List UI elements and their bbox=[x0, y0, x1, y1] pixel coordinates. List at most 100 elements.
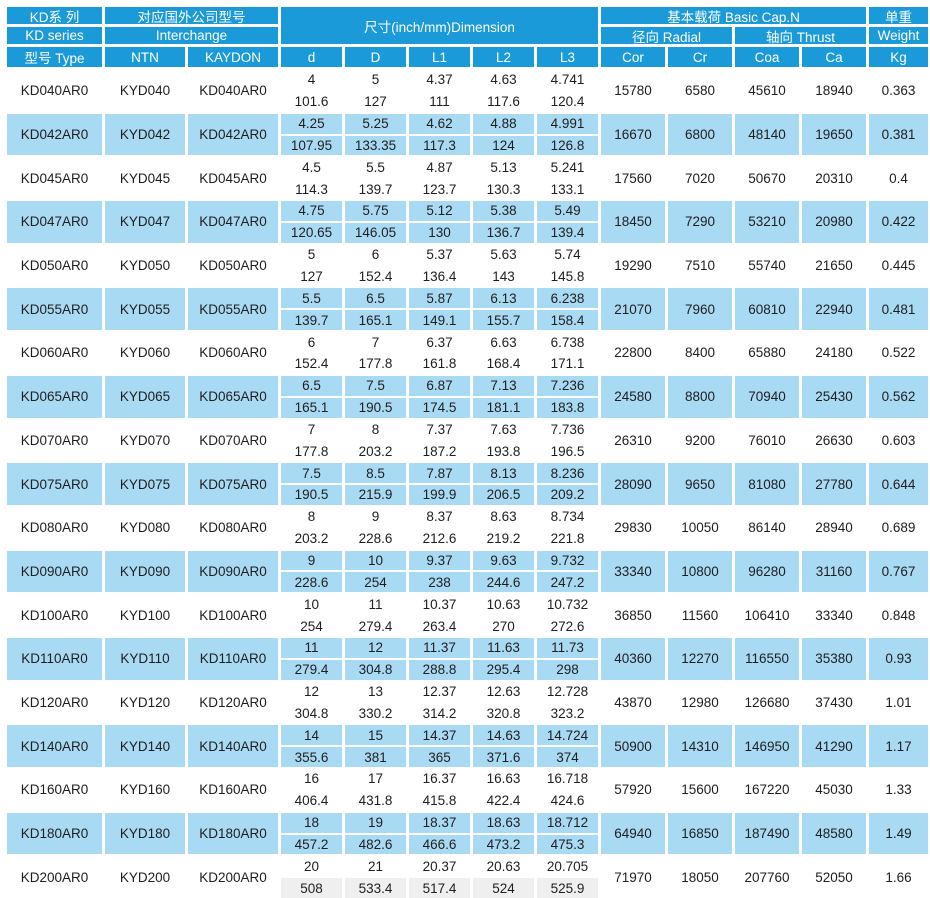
cell-ca: 19650 bbox=[802, 113, 866, 156]
cell-L3-inch: 10.732 bbox=[537, 594, 598, 615]
cell-ntn: KYD047 bbox=[105, 201, 185, 243]
cell-coa: 50670 bbox=[735, 157, 799, 200]
cell-L2-mm: 371.6 bbox=[473, 747, 534, 767]
cell-type: KD140AR0 bbox=[7, 725, 102, 767]
cell-D-inch: 10 bbox=[345, 550, 406, 571]
cell-D-mm: 190.5 bbox=[345, 397, 406, 418]
cell-L1-mm: 111 bbox=[409, 91, 470, 112]
cell-L1-mm: 365 bbox=[409, 747, 470, 767]
table-row: KD065AR0 KYD065 KD065AR0 6.5 165.1 7.5 1… bbox=[7, 375, 928, 418]
table-row: KD090AR0 KYD090 KD090AR0 9 228.6 10 254 … bbox=[7, 550, 928, 593]
cell-kg: 0.445 bbox=[869, 244, 928, 287]
cell-d-inch: 7.5 bbox=[281, 463, 342, 484]
cell-kg: 0.767 bbox=[869, 550, 928, 593]
cell-L1-inch: 7.37 bbox=[409, 419, 470, 440]
cell-L3-inch: 12.728 bbox=[537, 681, 598, 702]
cell-d-mm: 279.4 bbox=[281, 659, 342, 680]
cell-kaydon: KD055AR0 bbox=[188, 288, 278, 331]
cell-D-mm: 139.7 bbox=[345, 179, 406, 200]
cell-D-inch: 5.5 bbox=[345, 157, 406, 178]
cell-L2-inch: 6.13 bbox=[473, 288, 534, 309]
cell-L1-mm: 238 bbox=[409, 572, 470, 593]
cell-type: KD070AR0 bbox=[7, 419, 102, 462]
table-row: KD080AR0 KYD080 KD080AR0 8 203.2 9 228.6… bbox=[7, 506, 928, 549]
cell-ntn: KYD200 bbox=[105, 856, 185, 898]
cell-L2-mm: 244.6 bbox=[473, 572, 534, 593]
cell-L3-inch: 16.718 bbox=[537, 769, 598, 789]
cell-kg: 1.49 bbox=[869, 812, 928, 855]
cell-d-inch: 14 bbox=[281, 725, 342, 746]
cell-L2-inch: 14.63 bbox=[473, 725, 534, 746]
cell-cr: 6800 bbox=[668, 113, 732, 156]
cell-L1-inch: 11.37 bbox=[409, 637, 470, 658]
cell-L2-inch: 5.38 bbox=[473, 201, 534, 221]
cell-L3-inch: 5.74 bbox=[537, 244, 598, 265]
cell-kaydon: KD160AR0 bbox=[188, 769, 278, 811]
header-dimension-title: 尺寸(inch/mm)Dimension bbox=[281, 7, 598, 44]
cell-L2-mm: 206.5 bbox=[473, 485, 534, 505]
cell-kaydon: KD040AR0 bbox=[188, 70, 278, 112]
cell-L1-inch: 5.87 bbox=[409, 288, 470, 309]
header-col-coa: Coa bbox=[735, 47, 799, 67]
cell-kaydon: KD050AR0 bbox=[188, 244, 278, 287]
cell-cor: 16670 bbox=[601, 113, 665, 156]
cell-L1-mm: 212.6 bbox=[409, 528, 470, 549]
cell-cor: 19290 bbox=[601, 244, 665, 287]
cell-D-inch: 7.5 bbox=[345, 375, 406, 396]
cell-ntn: KYD045 bbox=[105, 157, 185, 200]
cell-cor: 24580 bbox=[601, 375, 665, 418]
cell-coa: 106410 bbox=[735, 594, 799, 636]
cell-kg: 0.522 bbox=[869, 332, 928, 374]
cell-d-mm: 152.4 bbox=[281, 353, 342, 374]
cell-D-mm: 254 bbox=[345, 572, 406, 593]
cell-L3-inch: 7.236 bbox=[537, 375, 598, 396]
cell-L2-mm: 124 bbox=[473, 135, 534, 156]
cell-L1-mm: 174.5 bbox=[409, 397, 470, 418]
cell-L2-inch: 9.63 bbox=[473, 550, 534, 571]
cell-d-inch: 4.25 bbox=[281, 113, 342, 134]
cell-L1-inch: 10.37 bbox=[409, 594, 470, 615]
cell-cr: 7290 bbox=[668, 201, 732, 243]
cell-kg: 0.93 bbox=[869, 637, 928, 680]
cell-coa: 48140 bbox=[735, 113, 799, 156]
cell-L2-mm: 473.2 bbox=[473, 834, 534, 855]
header-weight-cn: 单重 bbox=[869, 7, 928, 25]
cell-L2-inch: 11.63 bbox=[473, 637, 534, 658]
cell-L2-inch: 8.13 bbox=[473, 463, 534, 484]
cell-L3-mm: 120.4 bbox=[537, 91, 598, 112]
cell-coa: 126680 bbox=[735, 681, 799, 724]
cell-L1-mm: 199.9 bbox=[409, 485, 470, 505]
cell-ntn: KYD160 bbox=[105, 769, 185, 811]
cell-L2-mm: 181.1 bbox=[473, 397, 534, 418]
cell-cr: 12270 bbox=[668, 637, 732, 680]
cell-d-mm: 190.5 bbox=[281, 485, 342, 505]
cell-cor: 28090 bbox=[601, 463, 665, 505]
cell-ntn: KYD040 bbox=[105, 70, 185, 112]
bearing-spec-table: KD系 列 KD series 型号 Type 对应国外公司型号 Interch… bbox=[7, 7, 928, 898]
cell-type: KD200AR0 bbox=[7, 856, 102, 898]
header-ntn: NTN bbox=[105, 47, 185, 67]
cell-L3-inch: 6.238 bbox=[537, 288, 598, 309]
cell-d-inch: 8 bbox=[281, 506, 342, 527]
cell-d-inch: 6 bbox=[281, 332, 342, 352]
cell-type: KD110AR0 bbox=[7, 637, 102, 680]
cell-L3-mm: 298 bbox=[537, 659, 598, 680]
cell-ca: 21650 bbox=[802, 244, 866, 287]
cell-L3-mm: 424.6 bbox=[537, 790, 598, 811]
header-col-L3: L3 bbox=[537, 47, 598, 67]
header-kaydon: KAYDON bbox=[188, 47, 278, 67]
cell-D-inch: 8.5 bbox=[345, 463, 406, 484]
cell-cor: 18450 bbox=[601, 201, 665, 243]
cell-ntn: KYD065 bbox=[105, 375, 185, 418]
cell-L2-inch: 18.63 bbox=[473, 812, 534, 833]
cell-kg: 1.01 bbox=[869, 681, 928, 724]
cell-type: KD050AR0 bbox=[7, 244, 102, 287]
cell-L1-mm: 288.8 bbox=[409, 659, 470, 680]
cell-type: KD045AR0 bbox=[7, 157, 102, 200]
cell-kaydon: KD080AR0 bbox=[188, 506, 278, 549]
cell-d-inch: 9 bbox=[281, 550, 342, 571]
cell-coa: 65880 bbox=[735, 332, 799, 374]
cell-D-mm: 431.8 bbox=[345, 790, 406, 811]
cell-d-inch: 7 bbox=[281, 419, 342, 440]
cell-cor: 64940 bbox=[601, 812, 665, 855]
